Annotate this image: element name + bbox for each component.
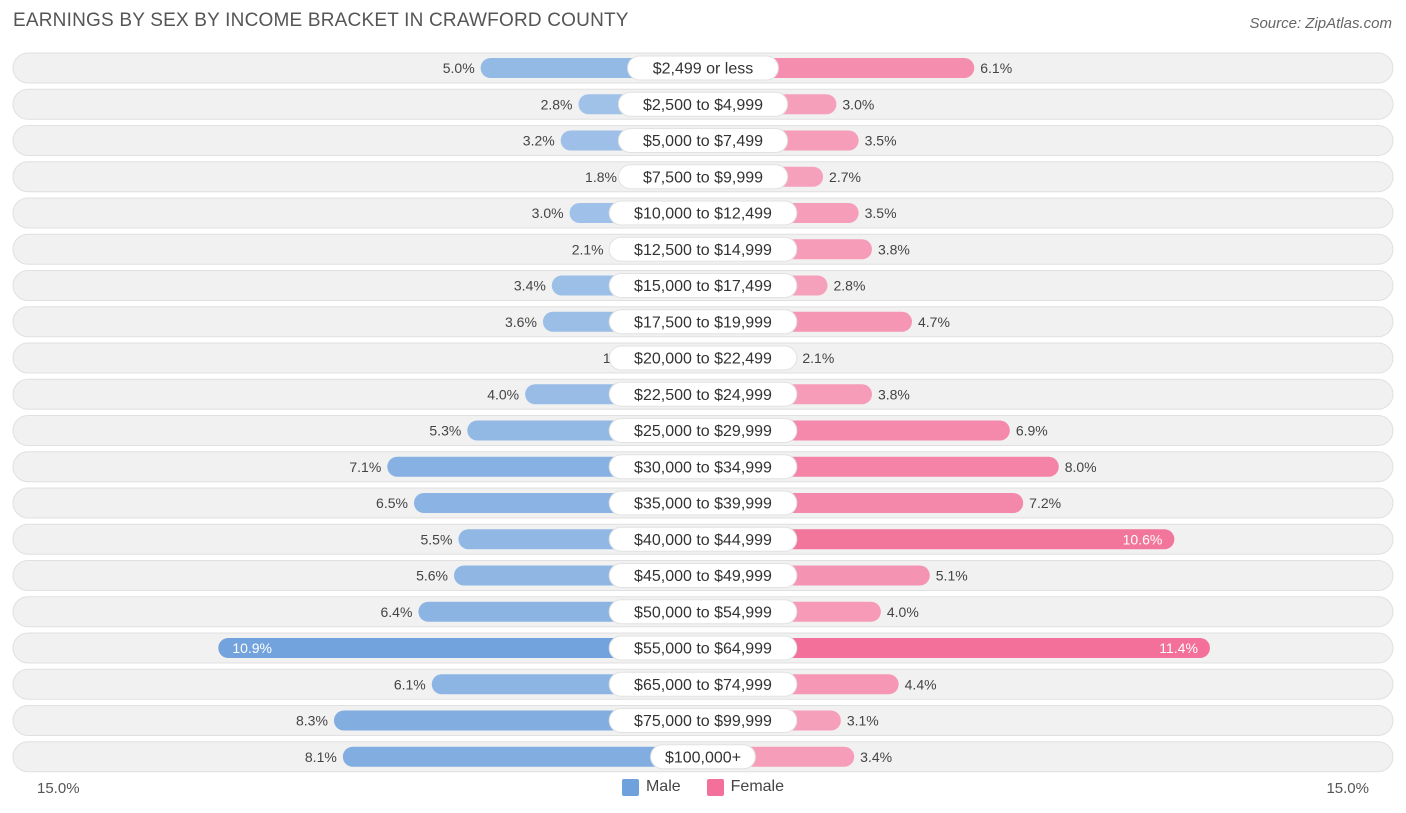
category-label-pill [608, 454, 798, 480]
bar-male [218, 638, 703, 658]
diverging-bar-chart: 5.0% 6.1% $2,499 or less 2.8% 3.0% $2,500 to … [12, 52, 1394, 773]
legend-item-female[interactable]: Female [706, 778, 785, 796]
category-label-pill [617, 128, 789, 153]
category-label: $2,500 to $4,999 [643, 97, 763, 114]
legend-label-male: Male [645, 778, 681, 795]
category-label: $65,000 to $74,999 [634, 677, 772, 694]
axis-max-label: 15.0% [1326, 780, 1369, 797]
axis-min-label: 15.0% [37, 780, 80, 797]
value-label-female: 6.9% [1016, 423, 1048, 439]
chart-source: Source: ZipAtlas.com [1249, 15, 1392, 32]
category-label-pill [608, 273, 798, 298]
value-label-male: 1.8% [585, 169, 617, 185]
value-label-female: 4.4% [905, 676, 937, 692]
category-label-pill [650, 744, 756, 770]
bar-male [342, 746, 703, 767]
category-label-pill [627, 55, 779, 81]
category-label: $17,500 to $19,999 [634, 314, 772, 331]
value-label-male: 8.1% [305, 749, 337, 765]
value-label-female: 3.5% [865, 133, 897, 149]
category-label-pill [617, 164, 789, 190]
value-label-male: 4.0% [487, 386, 519, 402]
value-label-female: 3.0% [842, 96, 874, 112]
category-label: $55,000 to $64,999 [634, 641, 772, 658]
value-label-male: 10.9% [232, 640, 272, 656]
value-label-female: 7.2% [1029, 495, 1061, 511]
value-label-male: 5.0% [443, 60, 475, 76]
legend: Male Female [0, 778, 1406, 796]
category-label: $15,000 to $17,499 [634, 278, 772, 295]
value-label-female: 2.7% [829, 169, 861, 185]
value-label-female: 3.1% [847, 713, 879, 729]
category-label: $45,000 to $49,999 [634, 568, 772, 585]
category-label: $5,000 to $7,499 [643, 133, 763, 150]
value-label-female: 6.1% [980, 60, 1012, 76]
value-label-male: 5.5% [421, 531, 453, 547]
category-label: $25,000 to $29,999 [634, 423, 772, 440]
value-label-female: 10.6% [1123, 531, 1163, 547]
category-label: $30,000 to $34,999 [634, 459, 772, 476]
value-label-female: 2.8% [834, 278, 866, 294]
bar-female [703, 529, 1175, 550]
category-label: $22,500 to $24,999 [634, 387, 772, 404]
value-label-male: 2.1% [572, 241, 604, 257]
category-label-pill [608, 599, 798, 625]
category-label: $100,000+ [665, 749, 741, 766]
value-label-male: 3.4% [514, 278, 546, 294]
legend-label-female: Female [730, 778, 785, 795]
value-label-female: 3.8% [878, 386, 910, 402]
value-label-male: 6.1% [394, 676, 426, 692]
value-label-male: 5.3% [429, 423, 461, 439]
value-label-male: 3.0% [532, 205, 564, 221]
value-label-male: 2.8% [541, 96, 573, 112]
category-label-pill [608, 671, 798, 697]
category-label-pill [617, 91, 789, 117]
chart-title: EARNINGS BY SEX BY INCOME BRACKET IN CRA… [13, 10, 629, 31]
category-label: $12,500 to $14,999 [634, 242, 772, 259]
category-label-pill [608, 490, 798, 516]
category-label: $40,000 to $44,999 [634, 532, 772, 549]
value-label-female: 5.1% [936, 568, 968, 584]
category-label-pill [608, 309, 798, 335]
legend-swatch-male [621, 778, 639, 796]
value-label-male: 6.5% [376, 495, 408, 511]
category-label-pill [608, 418, 798, 443]
category-label-pill [608, 345, 798, 371]
category-label-pill [608, 563, 798, 588]
value-label-male: 6.4% [380, 604, 412, 620]
value-label-female: 3.5% [865, 205, 897, 221]
value-label-female: 11.4% [1159, 640, 1198, 656]
value-label-male: 8.3% [296, 713, 328, 729]
category-label: $20,000 to $22,499 [634, 351, 772, 368]
value-label-female: 3.8% [878, 241, 910, 257]
value-label-male: 3.2% [523, 133, 555, 149]
category-label-pill [608, 635, 798, 661]
category-label-pill [608, 200, 798, 226]
category-label-pill [608, 526, 798, 552]
legend-swatch-female [706, 778, 724, 796]
category-label-pill [608, 381, 798, 407]
value-label-female: 8.0% [1065, 459, 1097, 475]
legend-item-male[interactable]: Male [621, 778, 681, 796]
value-label-male: 3.6% [505, 314, 537, 330]
value-label-female: 3.4% [860, 749, 892, 765]
category-label: $2,499 or less [653, 61, 754, 78]
value-label-female: 4.0% [887, 604, 919, 620]
category-label: $7,500 to $9,999 [643, 169, 763, 186]
value-label-male: 5.6% [416, 568, 448, 584]
category-label-pill [608, 708, 798, 733]
category-label: $50,000 to $54,999 [634, 604, 772, 621]
value-label-male: 7.1% [349, 459, 381, 475]
bar-female [703, 638, 1210, 658]
category-label: $75,000 to $99,999 [634, 713, 772, 730]
category-label: $10,000 to $12,499 [634, 206, 772, 223]
category-label-pill [608, 236, 798, 262]
value-label-female: 2.1% [802, 350, 834, 366]
value-label-female: 4.7% [918, 314, 950, 330]
category-label: $35,000 to $39,999 [634, 496, 772, 513]
